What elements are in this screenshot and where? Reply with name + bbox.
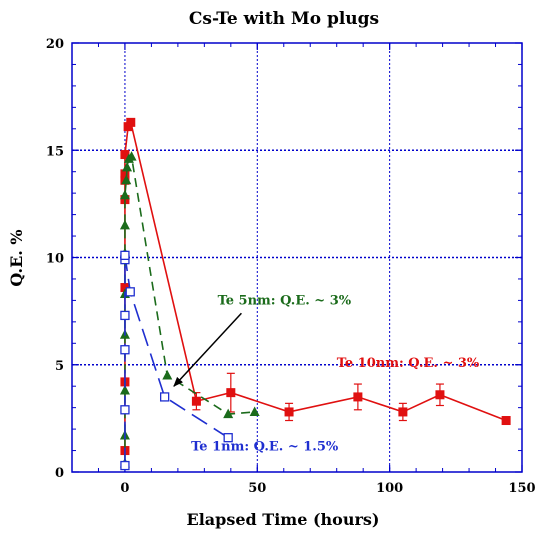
- annotation-layer: [173, 312, 242, 387]
- series-label: Te 10nm: Q.E. ~ 3%: [337, 356, 480, 371]
- data-point: [119, 189, 130, 200]
- y-tick-label: 20: [46, 37, 64, 52]
- data-point: [120, 150, 130, 160]
- data-point: [122, 161, 133, 172]
- data-point: [120, 310, 130, 321]
- y-tick-label: 10: [46, 252, 64, 267]
- data-point: [119, 384, 130, 395]
- data-point: [501, 416, 511, 426]
- data-point: [126, 117, 136, 127]
- y-tick-label: 0: [55, 466, 64, 481]
- data-point: [119, 219, 130, 230]
- plot-frame: [71, 42, 523, 473]
- data-point: [191, 396, 201, 406]
- data-point: [120, 405, 130, 415]
- x-tick-label: 150: [508, 481, 535, 496]
- data-point: [162, 369, 173, 380]
- annotation-arrow: [173, 312, 242, 387]
- data-point: [223, 408, 234, 419]
- y-axis-label: Q.E. %: [7, 229, 26, 286]
- data-point: [435, 390, 445, 400]
- data-point: [159, 392, 170, 402]
- series-layer: Te 10nm: Q.E. ~ 3% Te 5nm: Q.E. ~ 3% Te 1n…: [119, 117, 511, 471]
- data-point: [226, 388, 236, 398]
- data-point: [120, 345, 130, 355]
- y-tick-label: 5: [55, 359, 64, 374]
- data-point: [353, 392, 363, 402]
- data-point: [125, 287, 135, 297]
- x-tick-label: 0: [120, 481, 129, 496]
- y-tick-label: 15: [46, 144, 64, 159]
- data-point: [126, 151, 137, 161]
- x-axis-label: Elapsed Time (hours): [187, 510, 380, 529]
- data-point: [120, 283, 130, 293]
- series-label: Te 5nm: Q.E. ~ 3%: [218, 294, 352, 309]
- data-point: [120, 250, 130, 261]
- x-tick-label: 50: [248, 481, 266, 496]
- series-label: Te 1nm: Q.E. ~ 1.5%: [191, 440, 339, 455]
- data-point: [223, 433, 233, 443]
- data-point: [121, 174, 132, 185]
- data-point: [398, 407, 408, 417]
- data-point: [249, 406, 260, 416]
- data-point: [120, 460, 130, 471]
- x-tick-label: 100: [376, 481, 403, 496]
- series-2: Te 1nm: Q.E. ~ 1.5%: [120, 250, 339, 471]
- data-point: [284, 407, 294, 417]
- data-point: [120, 169, 130, 179]
- chart-title: Cs-Te with Mo plugs: [189, 9, 379, 29]
